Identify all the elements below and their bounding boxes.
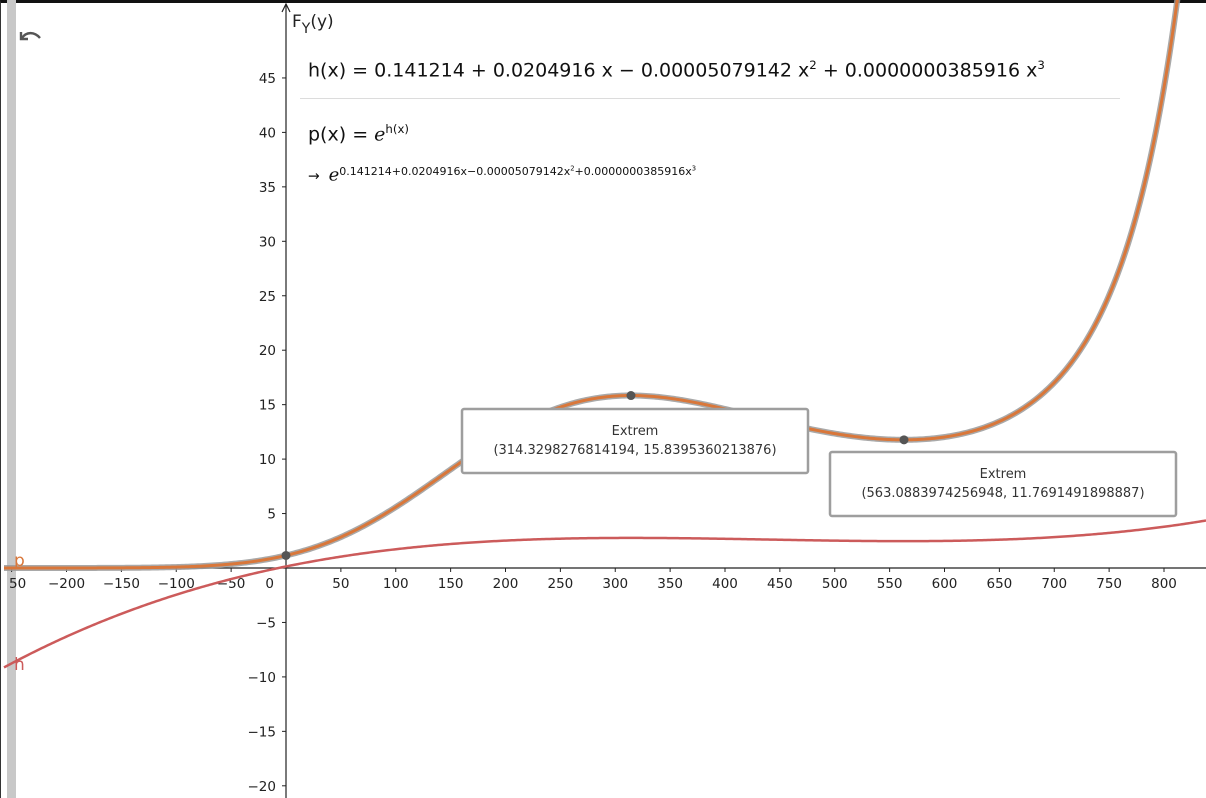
y-tick-label: 25 [259, 289, 276, 305]
x-tick-label: 0 [265, 576, 274, 592]
x-tick-label: 700 [1041, 576, 1067, 592]
undo-icon[interactable] [17, 26, 43, 48]
x-tick-label: 250 [547, 576, 573, 592]
x-tick-label: 750 [1096, 576, 1122, 592]
y-tick-label: 15 [259, 398, 276, 414]
h-minus: − [618, 59, 635, 82]
h-eq: = [352, 59, 369, 82]
p-curve[interactable] [4, 0, 1206, 570]
p-lhs: p(x) [308, 123, 347, 146]
x-tick-label: 350 [657, 576, 683, 592]
axes [4, 2, 1206, 798]
x-tick-label: 100 [383, 576, 409, 592]
h-sq: 2 [809, 58, 817, 72]
h-plus-2: + [822, 59, 839, 82]
x-tick-label: 800 [1151, 576, 1177, 592]
h-plus-1: + [470, 59, 487, 82]
x-tick-label: 450 [767, 576, 793, 592]
x-tick-label: 500 [822, 576, 848, 592]
y-tick-label: 35 [259, 180, 276, 196]
extrem-min-point[interactable] [899, 435, 909, 445]
y-tick-label: 10 [259, 452, 276, 468]
y-axis-arrow [281, 2, 291, 13]
x-tick-label: 600 [932, 576, 958, 592]
p-expanded: → e0.141214+0.0204916x−0.00005079142x2+0… [308, 164, 696, 185]
extremum-tooltip: Extrem (314.3298276814194, 15.83953602138… [460, 407, 810, 475]
h-definition[interactable]: h(x) = 0.141214 + 0.0204916 x − 0.000050… [308, 58, 1045, 81]
y-tick-label: 5 [267, 507, 276, 523]
p-e: e [374, 123, 386, 146]
x-tick-label: 200 [493, 576, 519, 592]
extrem-max-point[interactable] [626, 391, 636, 401]
y-axis-title-suffix: (y) [310, 12, 333, 32]
y-tick-label: 40 [259, 125, 276, 141]
x-tick-label: −200 [48, 576, 85, 592]
h-lhs: h(x) [308, 59, 347, 82]
p-arrow: → [308, 168, 320, 185]
y-tick-label: −15 [248, 724, 277, 740]
p-curve-label: p [14, 551, 25, 571]
p-eq: = [352, 123, 369, 146]
x-tick-label: −100 [158, 576, 195, 592]
tooltip-title: Extrem [980, 467, 1027, 482]
y-tick-label: 45 [259, 71, 276, 87]
x-tick-label: 400 [712, 576, 738, 592]
y-axis-title-sub: Y [301, 21, 311, 37]
p-result-exponent: 0.141214+0.0204916x−0.00005079142x2+0.00… [339, 164, 697, 178]
x-tick-label: 300 [602, 576, 628, 592]
algebra-divider [300, 98, 1120, 99]
y-tick-label: 30 [259, 234, 276, 250]
x-tick-label: 550 [877, 576, 903, 592]
h-curve[interactable] [3, 519, 1206, 669]
y-tick-label: −10 [248, 670, 277, 686]
h-curve-label: h [14, 655, 25, 675]
tooltip-title: Extrem [612, 424, 659, 439]
p-definition[interactable]: p(x) = eh(x) [308, 122, 409, 145]
h-c0: 0.141214 [374, 59, 465, 82]
p-y-intercept-point[interactable] [281, 550, 291, 560]
x-tick-label: 50 [9, 576, 26, 592]
tooltip-coords: (314.3298276814194, 15.8395360213876) [493, 443, 776, 458]
h-c3: 0.0000000385916 x [844, 59, 1038, 82]
y-ticks: 45 40 35 30 25 20 15 10 5 −5 −10 −15 −20 [248, 71, 286, 795]
p-exponent: h(x) [385, 122, 410, 136]
x-tick-label: 50 [332, 576, 349, 592]
x-ticks: 50 −200 −150 −100 −50 0 50 100 150 200 250 300 350 40… [9, 568, 1177, 592]
x-tick-label: −150 [103, 576, 140, 592]
tooltip-box [828, 450, 1178, 518]
extremum-tooltips: Extrem (314.3298276814194, 15.83953602138… [460, 407, 1178, 518]
function-labels: ph [14, 551, 25, 675]
points [281, 391, 909, 560]
h-c2: 0.00005079142 x [640, 59, 810, 82]
extremum-tooltip: Extrem (563.0883974256948, 11.76914918988… [828, 450, 1178, 518]
y-tick-label: −5 [256, 615, 276, 631]
x-tick-label: 650 [986, 576, 1012, 592]
tooltip-coords: (563.0883974256948, 11.7691491898887) [861, 486, 1144, 501]
y-axis-title: FY(y) [292, 12, 334, 37]
curves [3, 0, 1206, 669]
h-c1: 0.0204916 x [492, 59, 613, 82]
y-tick-label: 20 [259, 343, 276, 359]
h-cube: 3 [1037, 58, 1045, 72]
y-axis-title-main: F [292, 12, 302, 32]
p-result-e: e [328, 164, 340, 186]
tooltip-box [460, 407, 810, 475]
y-tick-label: −20 [248, 779, 277, 795]
x-tick-label: 150 [438, 576, 464, 592]
panel-resize-handle[interactable] [7, 0, 16, 798]
